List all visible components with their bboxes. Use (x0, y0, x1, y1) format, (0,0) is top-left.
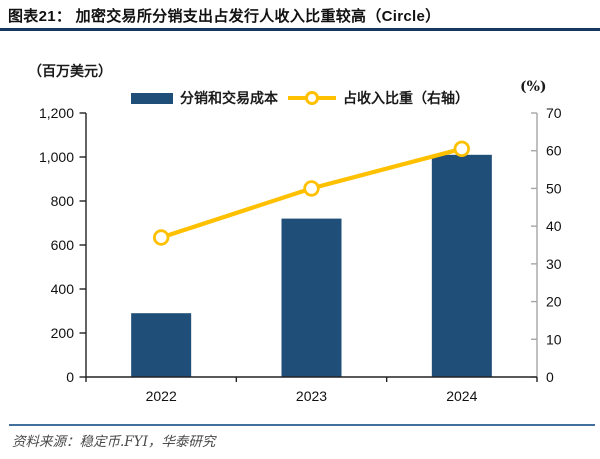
legend-item-bar: 分销和交易成本 (131, 88, 278, 108)
legend-item-line: 占收入比重（右轴） (288, 88, 469, 108)
line-marker-2024 (453, 140, 471, 158)
bar-2022 (131, 313, 192, 377)
x-axis-category-label: 2024 (446, 388, 477, 404)
left-axis-tick-label: 1,000 (39, 149, 74, 165)
left-axis-tick-label: 200 (51, 325, 75, 341)
right-axis-tick-label: 70 (546, 105, 562, 121)
line-series-label: 占收入比重（右轴） (343, 91, 469, 107)
left-axis-tick-label: 400 (51, 281, 75, 297)
bar-series-swatch (131, 92, 173, 104)
footer-divider (9, 424, 595, 426)
source-note: 资料来源：稳定币.FYI，华泰研究 (12, 434, 216, 450)
right-axis-tick-label: 0 (546, 369, 554, 385)
left-axis-tick-label: 0 (66, 369, 74, 385)
right-axis-tick-label: 20 (546, 294, 562, 310)
line-marker-2023 (303, 180, 320, 197)
left-axis-unit-label: （百万美元） (28, 64, 112, 80)
bar-series-label: 分销和交易成本 (180, 91, 278, 107)
left-axis-tick-label: 1,200 (39, 105, 74, 121)
x-axis-category-label: 2023 (296, 388, 327, 404)
left-axis-tick-label: 800 (51, 193, 75, 209)
legend: 分销和交易成本 占收入比重（右轴） (0, 88, 600, 108)
right-axis-unit-label: (%) (520, 79, 547, 95)
left-axis-tick-label: 600 (51, 237, 75, 253)
title-divider (0, 28, 600, 31)
line-swatch-marker-icon (305, 91, 319, 105)
bar-2023 (281, 218, 342, 377)
right-axis-tick-label: 10 (546, 331, 562, 347)
chart-title: 图表21： 加密交易所分销支出占发行人收入比重较高（Circle） (8, 8, 441, 25)
bar-2024 (431, 154, 492, 377)
x-axis-category-label: 2022 (146, 388, 177, 404)
right-axis-tick-label: 30 (546, 256, 562, 272)
line-marker-2022 (152, 229, 170, 246)
right-axis-tick-label: 50 (546, 180, 562, 196)
right-axis-tick-label: 60 (546, 143, 562, 159)
right-axis-tick-label: 40 (546, 218, 562, 234)
line-series-swatch (288, 91, 336, 105)
